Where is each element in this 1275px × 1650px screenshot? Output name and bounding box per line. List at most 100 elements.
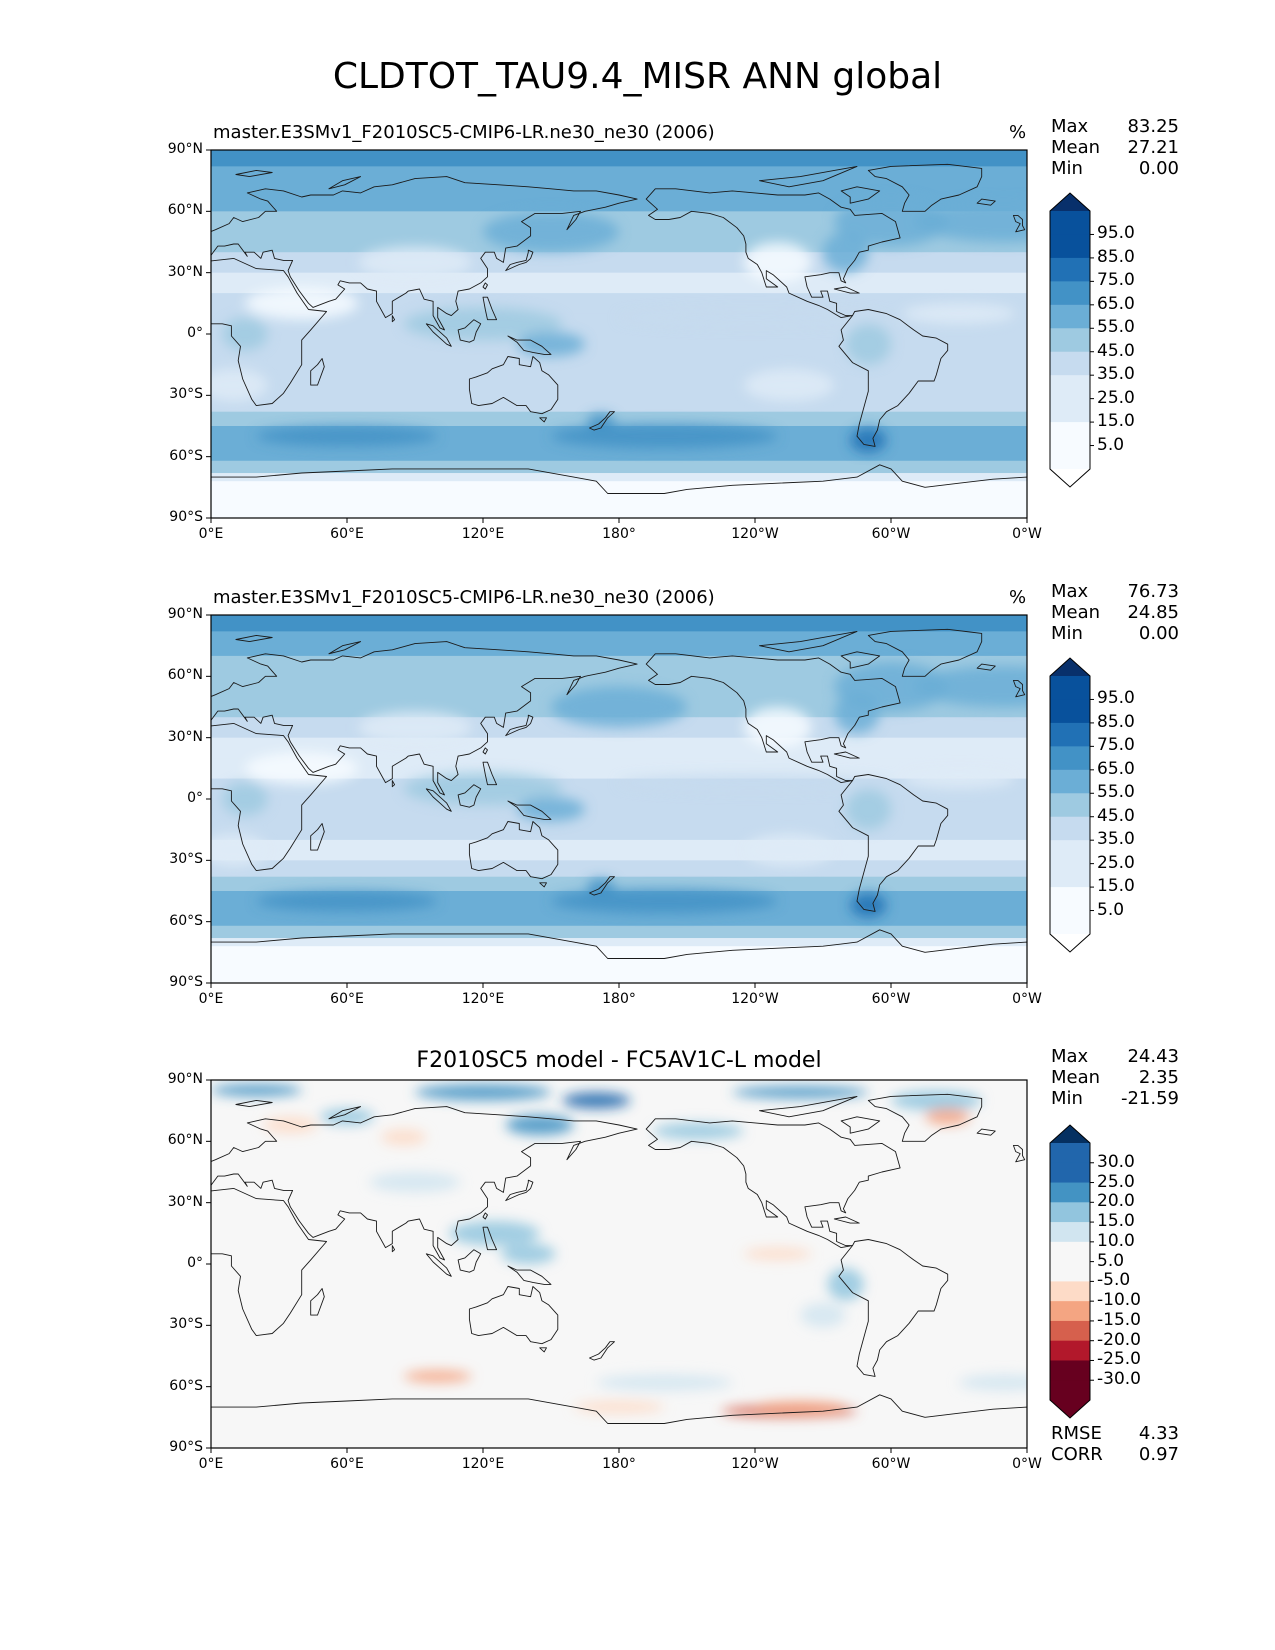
sri-lanka-coast <box>391 315 396 323</box>
stat-mean-label: Mean <box>1051 137 1101 158</box>
taiwan-coast <box>482 747 488 755</box>
colorbar-bin <box>1050 234 1090 259</box>
zonal-band <box>211 631 1027 657</box>
zonal-band <box>211 938 1027 947</box>
stat-min-label: Min <box>1051 623 1083 644</box>
africa-coast <box>211 1187 328 1337</box>
x-tick-label: 60°W <box>871 1456 911 1472</box>
arctic-islands-coast <box>759 630 858 653</box>
australia-coast <box>468 356 559 415</box>
y-tick-label: 90°S <box>169 1439 203 1455</box>
uk-coast <box>1012 679 1026 698</box>
colorbar-tick-label: 45.0 <box>1097 340 1135 361</box>
colorbar-bin <box>1050 1143 1090 1164</box>
field-blob <box>244 751 359 785</box>
novaya-zemlya-coast <box>328 176 362 190</box>
y-tick-label: 60°S <box>169 447 203 464</box>
field-blob <box>551 423 778 449</box>
sri-lanka-coast <box>391 780 396 788</box>
field-blob <box>619 309 891 326</box>
colorbar-tick-label: 45.0 <box>1097 805 1135 826</box>
colorbar-tick-label: 75.0 <box>1097 735 1135 756</box>
y-tick-label: 60°S <box>169 1377 203 1394</box>
x-tick-label: 60°E <box>330 1456 364 1472</box>
x-tick-label: 0°E <box>198 526 224 542</box>
new-zealand-coast <box>589 876 615 896</box>
colorbar-bin <box>1050 1261 1090 1282</box>
borneo-coast <box>457 1249 482 1273</box>
zonal-band <box>211 354 1027 376</box>
y-tick-label: 0° <box>187 325 203 341</box>
zonal-band <box>211 758 1027 780</box>
colorbar-bin <box>1050 445 1090 470</box>
y-tick-label: 60°N <box>167 202 203 219</box>
south-america-coast <box>838 1239 949 1377</box>
map-panel-3 <box>211 1080 1027 1448</box>
borneo-coast <box>457 319 482 343</box>
iceland-coast <box>976 198 996 206</box>
field-blob <box>222 317 268 351</box>
colorbar-tick-label: 20.0 <box>1097 1191 1135 1212</box>
y-tick-label: 60°S <box>169 912 203 929</box>
field-blob <box>562 1092 631 1109</box>
colorbar-tick-label: -10.0 <box>1097 1290 1141 1311</box>
australia-coast <box>468 821 559 880</box>
field-blob <box>403 772 563 806</box>
arctic-islands-coast <box>759 165 858 188</box>
zonal-band <box>211 860 1027 878</box>
map-panel-2 <box>211 615 1027 983</box>
zonal-band <box>211 166 1027 192</box>
colorbar-tick-label: -20.0 <box>1097 1329 1141 1350</box>
colorbar-1 <box>1049 192 1094 488</box>
novaya-zemlya-coast <box>328 1106 362 1120</box>
field-blob <box>743 833 835 867</box>
eurasia-coast <box>211 641 638 796</box>
field-blob <box>850 428 887 453</box>
svalbard-coast <box>235 169 273 178</box>
cuba-coast <box>833 286 860 294</box>
colorbar-bin <box>1050 1241 1090 1263</box>
south-america-coast <box>838 309 949 447</box>
colorbar-bin <box>1050 746 1090 771</box>
field-blob <box>619 774 891 791</box>
colorbar-bin <box>1050 676 1090 700</box>
stat-max-label: Max <box>1051 116 1089 137</box>
colorbar-tick-label: 95.0 <box>1097 223 1135 244</box>
field-blob <box>319 1108 375 1125</box>
cuba-coast <box>833 1216 860 1224</box>
zonal-band <box>211 615 1027 632</box>
x-tick-label: 120°E <box>461 1456 505 1472</box>
zonal-band <box>211 395 1027 413</box>
stat-max-value: 83.25 <box>1127 116 1179 137</box>
africa-coast <box>211 257 328 407</box>
zonal-band <box>211 481 1027 518</box>
colorbar-bin <box>1050 1360 1090 1381</box>
x-tick-label: 120°W <box>731 991 779 1007</box>
colorbar-bin <box>1050 1182 1090 1203</box>
colorbar-tick-label: 65.0 <box>1097 758 1135 779</box>
colorbar-outline <box>1049 1124 1091 1419</box>
stat-min-label: Min <box>1051 158 1083 179</box>
x-tick-label: 120°W <box>731 526 779 542</box>
arctic-islands-coast <box>759 1095 858 1118</box>
colorbar-bin <box>1050 398 1090 423</box>
colorbar-bin <box>1050 699 1090 724</box>
colorbar-bin <box>1050 1380 1090 1401</box>
colorbar-tick-label: 75.0 <box>1097 270 1135 291</box>
stat-max-label: Max <box>1051 1046 1089 1067</box>
zonal-band <box>211 799 1027 820</box>
y-tick-label: 30°N <box>167 263 203 280</box>
stat-mean-label: Mean <box>1051 1067 1101 1088</box>
stat-max-value: 24.43 <box>1127 1046 1179 1067</box>
field-blob <box>800 1302 846 1328</box>
eurasia-coast <box>211 176 638 331</box>
greenland-coast <box>867 628 983 677</box>
figure-title: CLDTOT_TAU9.4_MISR ANN global <box>332 56 943 97</box>
y-tick-label: 30°N <box>167 1193 203 1210</box>
field-blob <box>222 782 268 816</box>
field-blob <box>517 331 585 357</box>
zonal-band <box>211 190 1027 212</box>
iceland-coast <box>976 663 996 671</box>
zonal-band <box>211 293 1027 315</box>
colorbar-tick-label: 5.0 <box>1097 434 1125 455</box>
